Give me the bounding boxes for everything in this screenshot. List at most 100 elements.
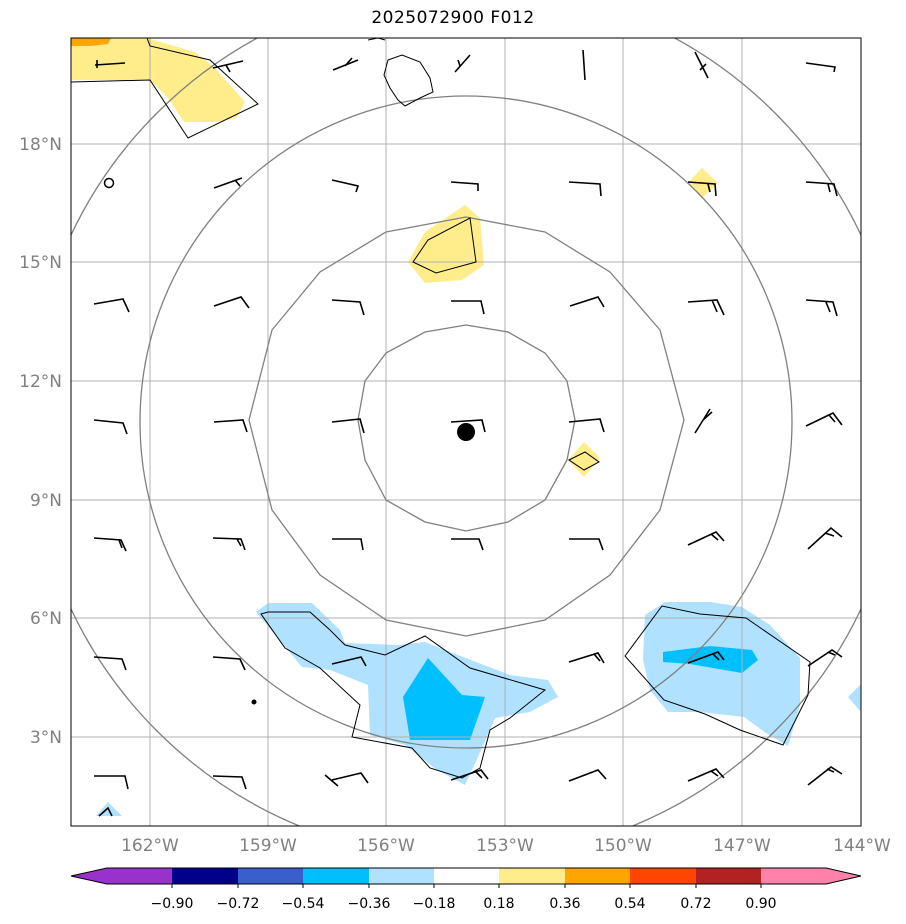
wind-barb <box>805 411 843 427</box>
colorbar-label: 0.54 <box>614 896 645 912</box>
wind-barb <box>568 418 605 433</box>
wind-barb <box>451 300 485 315</box>
wind-barb <box>212 60 244 73</box>
colorbar-label: −0.90 <box>151 896 194 912</box>
colorbar-segment <box>303 868 369 884</box>
wind-barb <box>450 769 489 781</box>
wind-barb <box>331 299 365 316</box>
range-ring-1 <box>357 324 576 532</box>
colorbar-label: 0.36 <box>549 896 580 912</box>
colorbar-label: −0.36 <box>348 896 391 912</box>
graticule <box>71 38 861 826</box>
colorbar-label: −0.72 <box>217 896 260 912</box>
lon-label-159: 159°W <box>239 836 297 856</box>
contour-outline <box>412 217 477 274</box>
wind-barb <box>332 57 359 71</box>
wind-barb <box>213 177 243 189</box>
wind-barb <box>807 649 843 667</box>
colorbar-label: 0.72 <box>680 896 711 912</box>
wind-barb <box>568 181 602 197</box>
wind-barb <box>568 652 605 664</box>
lat-label-9: 9°N <box>30 491 62 511</box>
wind-barb <box>331 656 367 667</box>
colorbar-segment <box>434 868 499 884</box>
range-ring-3 <box>139 95 793 749</box>
hawaii-island <box>383 54 434 107</box>
latitude-labels: 18°N 15°N 12°N 9°N 6°N 3°N <box>19 135 62 748</box>
wind-barb <box>807 526 843 550</box>
colorbar-segment <box>696 868 761 884</box>
atoll <box>103 177 115 189</box>
wind-barb <box>694 408 713 434</box>
colorbar-segment <box>369 868 434 884</box>
wind-barb <box>93 537 127 552</box>
wind-barb <box>332 538 364 551</box>
colorbar-label: −0.18 <box>413 896 456 912</box>
map-title: 2025072900 F012 <box>371 8 535 28</box>
wind-barb <box>450 181 479 191</box>
wind-barb <box>94 60 126 68</box>
wind-barb <box>568 769 607 782</box>
wind-barb <box>451 538 484 551</box>
range-ring-2 <box>248 216 685 637</box>
wind-barb <box>805 62 836 73</box>
contour-outline <box>624 605 811 746</box>
wind-barb <box>582 49 586 81</box>
coastlines <box>71 38 811 779</box>
wind-barb <box>805 181 838 197</box>
wind-barb <box>331 418 365 434</box>
colorbar-segment <box>71 868 107 884</box>
lat-label-12: 12°N <box>19 372 62 392</box>
lat-label-6: 6°N <box>30 609 62 629</box>
colorbar-outline <box>70 867 862 885</box>
lon-label-144: 144°W <box>833 836 891 856</box>
colorbar-segment <box>499 868 565 884</box>
wind-barb <box>569 296 605 308</box>
wind-barb <box>569 538 604 551</box>
wind-barb <box>98 806 113 817</box>
lon-label-147: 147°W <box>713 836 771 856</box>
colorbar-segment <box>630 868 696 884</box>
colorbar-segment <box>172 868 238 884</box>
wind-barb <box>807 766 843 786</box>
wind-barb <box>212 537 246 551</box>
colorbar-segment <box>826 868 861 884</box>
wind-barb <box>687 768 725 782</box>
wind-barb <box>213 419 248 433</box>
wind-barb <box>805 299 838 317</box>
contour-outline <box>260 611 547 779</box>
positive-anomaly-area <box>71 38 245 122</box>
map-frame <box>70 37 862 827</box>
lon-label-153: 153°W <box>476 836 534 856</box>
lon-label-156: 156°W <box>357 836 415 856</box>
colorbar: −0.90 −0.72 −0.54 −0.36 −0.18 0.18 0.36 … <box>70 867 862 912</box>
wind-barb <box>213 296 250 309</box>
colorbar-segment <box>761 868 826 884</box>
contour-outline <box>568 451 600 471</box>
wind-barb <box>93 656 127 671</box>
colorbar-label: −0.54 <box>282 896 325 912</box>
wind-barb <box>694 51 709 79</box>
wind-barb <box>331 179 360 193</box>
wind-barb <box>94 775 129 790</box>
shaded-field <box>71 38 861 816</box>
positive-anomaly-area <box>408 205 484 283</box>
colorbar-label: 0.90 <box>745 896 776 912</box>
colorbar-segment <box>238 868 303 884</box>
islet <box>251 699 257 705</box>
colorbar-segment <box>107 868 172 884</box>
colorbar-ticks <box>171 884 762 888</box>
lat-label-3: 3°N <box>30 728 62 748</box>
wind-barb <box>687 181 717 197</box>
strong-negative-anomaly-area <box>663 646 758 673</box>
wind-barb <box>212 775 247 790</box>
wind-barb <box>324 772 369 787</box>
strong-negative-anomaly-area <box>403 658 485 740</box>
longitude-labels: 162°W 159°W 156°W 153°W 150°W 147°W 144°… <box>121 836 891 856</box>
positive-anomaly-area <box>568 442 600 477</box>
wind-barb <box>93 298 130 313</box>
lon-label-150: 150°W <box>594 836 652 856</box>
storm-center-marker <box>457 423 475 441</box>
colorbar-segment <box>565 868 630 884</box>
